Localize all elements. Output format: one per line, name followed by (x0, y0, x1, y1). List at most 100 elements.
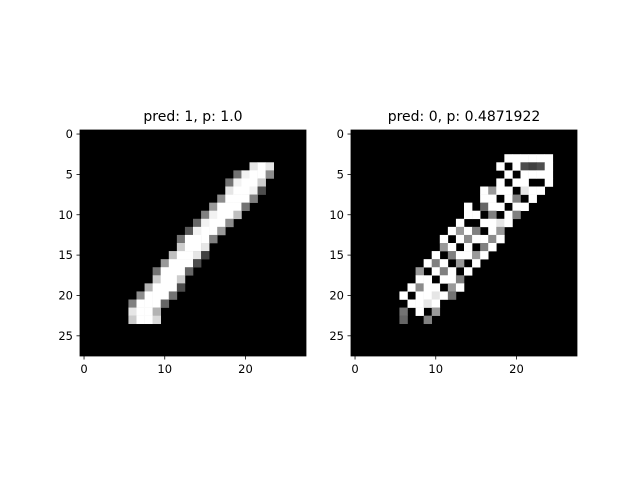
left-heatmap-pixel (152, 299, 162, 308)
left-heatmap-pixel (193, 259, 202, 268)
left-heatmap-pixel (265, 170, 275, 179)
left-heatmap-pixel (176, 267, 186, 276)
left-heatmap-pixel (201, 218, 210, 228)
right-heatmap-pixel (447, 283, 457, 292)
left-y-tick-label: 0 (66, 127, 73, 141)
right-heatmap-pixel (544, 170, 554, 179)
left-heatmap-pixel (176, 243, 186, 252)
left-heatmap-pixel (193, 218, 202, 228)
right-heatmap-pixel (399, 315, 408, 325)
right-heatmap-pixel (431, 251, 441, 260)
right-heatmap-pixel (512, 210, 521, 220)
left-panel: pred: 1, p: 1.0 0 10 20 0 5 10 15 20 25 (58, 109, 307, 376)
right-heatmap-pixel (455, 251, 465, 260)
left-heatmap-pixel (201, 226, 210, 236)
right-heatmap-pixel (415, 275, 424, 284)
right-heatmap-pixel (464, 210, 473, 220)
right-heatmap-pixel (439, 259, 449, 268)
right-axes-frame (350, 129, 578, 357)
left-heatmap-pixel (160, 291, 170, 300)
left-heatmap-pixel (160, 267, 170, 276)
right-heatmap-pixel (504, 154, 513, 163)
left-heatmap-pixel (168, 267, 178, 276)
right-panel: pred: 0, p: 0.4871922 0 10 20 0 5 10 15 20 25 (329, 109, 578, 376)
left-heatmap-pixel (209, 234, 218, 244)
left-heatmap-pixel (201, 243, 210, 252)
right-heatmap-pixel (415, 291, 424, 300)
right-heatmap-pixel (455, 275, 465, 284)
left-heatmap-pixel (152, 275, 162, 284)
left-axes-frame (79, 129, 307, 357)
right-heatmap-pixel (423, 291, 433, 300)
left-heatmap-pixel (201, 210, 210, 220)
left-heatmap-pixel (152, 267, 162, 276)
right-heatmap-pixel (464, 243, 473, 252)
left-heatmap-pixel (225, 186, 234, 195)
right-heatmap-pixel (431, 307, 441, 316)
right-heatmap-pixel (439, 291, 449, 300)
left-y-tick-label: 5 (66, 167, 73, 181)
left-heatmap-pixel (225, 194, 234, 203)
right-heatmap-pixel (504, 210, 513, 220)
left-heatmap-pixel (160, 283, 170, 292)
right-heatmap-pixel (536, 186, 546, 195)
left-panel-title: pred: 1, p: 1.0 (143, 109, 242, 125)
left-heatmap-pixel (241, 178, 250, 187)
right-heatmap-pixel (520, 170, 529, 179)
left-heatmap-pixel (241, 186, 250, 195)
right-heatmap-pixel (439, 234, 449, 244)
left-heatmap-pixel (136, 299, 145, 308)
right-heatmap-pixel (415, 283, 424, 292)
left-heatmap-pixel (241, 202, 250, 212)
right-heatmap-pixel (496, 218, 505, 228)
right-y-tick-label: 0 (337, 127, 344, 141)
right-heatmap-pixel (399, 307, 408, 316)
right-heatmap-pixel (488, 210, 497, 220)
left-heatmap-pixel (233, 170, 242, 179)
right-x-tick-label: 20 (509, 362, 524, 376)
left-heatmap-pixel (233, 186, 242, 195)
left-heatmap-pixel (249, 162, 258, 171)
right-heatmap-pixel (520, 162, 529, 171)
right-heatmap-pixel (480, 251, 489, 260)
right-panel-title: pred: 0, p: 0.4871922 (388, 109, 541, 125)
right-heatmap-pixel (480, 202, 489, 212)
left-heatmap-pixel (201, 234, 210, 244)
right-heatmap-pixel (423, 283, 433, 292)
left-heatmap-pixel (184, 251, 194, 260)
right-heatmap-pixel (528, 186, 537, 195)
right-heatmap-pixel (407, 299, 416, 308)
left-heatmap-pixel (128, 299, 137, 308)
right-heatmap-pixel (488, 218, 497, 228)
left-heatmap-pixel (233, 210, 242, 220)
left-heatmap-pixel (184, 259, 194, 268)
right-heatmap-pixel (496, 162, 505, 171)
right-heatmap-pixel (496, 186, 505, 195)
right-heatmap-pixel (488, 194, 497, 203)
left-heatmap-pixel (233, 202, 242, 212)
left-heatmap-pixel (209, 210, 218, 220)
right-heatmap-pixel (480, 243, 489, 252)
left-x-tick-label: 20 (238, 362, 253, 376)
right-heatmap-pixel (528, 194, 537, 203)
right-heatmap-pixel (431, 283, 441, 292)
left-heatmap-pixel (241, 194, 250, 203)
right-heatmap-pixel (455, 234, 465, 244)
right-heatmap-pixel (536, 170, 546, 179)
right-heatmap-pixel (488, 243, 497, 252)
right-heatmap-pixel (431, 267, 441, 276)
left-heatmap-pixel (225, 202, 234, 212)
right-heatmap-pixel (439, 243, 449, 252)
right-heatmap-pixel (488, 226, 497, 236)
left-heatmap-pixel (217, 226, 226, 236)
left-y-tick-label: 15 (58, 248, 73, 262)
left-heatmap-pixel (152, 315, 162, 325)
left-heatmap-pixel (257, 162, 266, 171)
left-heatmap-pixel (209, 226, 218, 236)
left-heatmap-pixel (233, 178, 242, 187)
right-heatmap-pixel (528, 162, 537, 171)
right-heatmap-pixel (496, 178, 505, 187)
right-heatmap-pixel (496, 202, 505, 212)
right-heatmap-pixel (407, 283, 416, 292)
